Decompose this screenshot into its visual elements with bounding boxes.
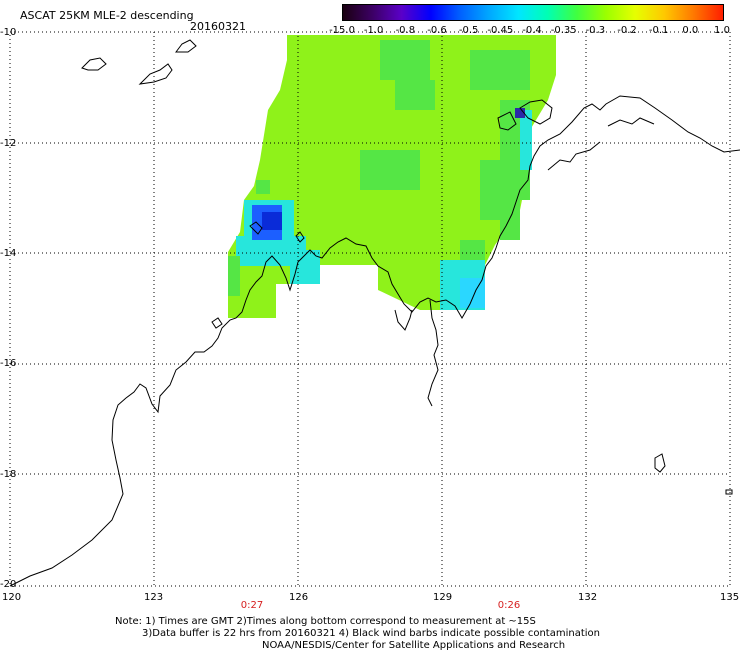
swath-cell [228, 256, 240, 296]
map-title: ASCAT 25KM MLE-2 descending [20, 9, 194, 22]
lat-label: -10 [0, 27, 17, 38]
lon-label: 123 [144, 592, 164, 603]
colorbar-tick-label: -0.45 [487, 25, 514, 36]
swath-cell [262, 212, 282, 230]
footer-note-2: 3)Data buffer is 22 hrs from 20160321 4)… [142, 628, 600, 639]
wind-field-swath [228, 35, 556, 318]
footer-credit: NOAA/NESDIS/Center for Satellite Applica… [262, 640, 566, 651]
swath-cell [515, 108, 525, 118]
lat-lon-grid [10, 32, 730, 586]
lon-label: 129 [433, 592, 453, 603]
colorbar-tick-label: -0.5 [458, 25, 479, 36]
colorbar-tick-label: -1.0 [363, 25, 384, 36]
colorbar-tick-label: -0.1 [648, 25, 669, 36]
colorbar-tick-label: -0.2 [617, 25, 637, 36]
lat-label: -12 [0, 138, 17, 149]
map-date: 20160321 [190, 20, 246, 33]
swath-cell [360, 150, 420, 190]
swath-cell [520, 110, 532, 170]
lon-label: 126 [289, 592, 309, 603]
swath-cell [460, 278, 485, 308]
map-frame [9, 31, 731, 587]
lon-label: 135 [720, 592, 740, 603]
colorbar-tick-label: 0.0 [682, 25, 699, 36]
swath-cell [470, 50, 530, 90]
time-label: 0:26 [497, 600, 521, 611]
swath-cell [395, 80, 435, 110]
swath-cell [256, 180, 270, 194]
colorbar-tick-label: 1.0 [714, 25, 730, 36]
lat-label: -20 [0, 579, 17, 590]
lat-label: -14 [0, 248, 17, 259]
lon-label: 120 [2, 592, 22, 603]
swath-cell [380, 40, 430, 80]
footer-note-1: Note: 1) Times are GMT 2)Times along bot… [115, 616, 536, 627]
lon-label: 132 [578, 592, 598, 603]
swath-cell [500, 200, 520, 240]
coastline [9, 39, 740, 587]
colorbar [342, 4, 724, 21]
colorbar-tick-label: -15.0 [329, 25, 355, 36]
colorbar-tick-label: -0.4 [522, 25, 542, 36]
lat-label: -16 [0, 358, 17, 369]
colorbar-tick-label: -0.8 [395, 25, 416, 36]
lat-label: -18 [0, 469, 17, 480]
colorbar-tick-label: -0.35 [550, 25, 577, 36]
time-label: 0:27 [240, 600, 264, 611]
colorbar-tick-label: -0.3 [585, 25, 606, 36]
colorbar-tick-label: -0.6 [427, 25, 447, 36]
